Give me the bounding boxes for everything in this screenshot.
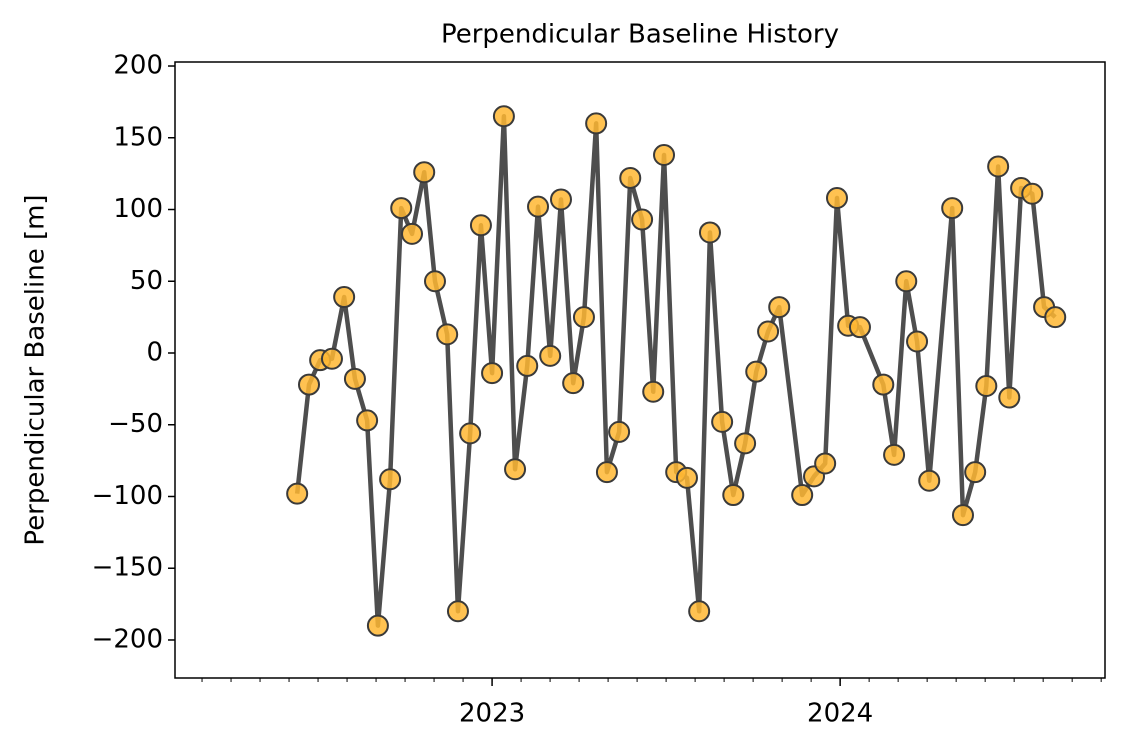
data-point (401, 222, 424, 245)
data-point (964, 461, 987, 484)
y-tick-label: 200 (113, 51, 163, 81)
y-tick-label: −150 (92, 553, 163, 583)
data-point (883, 443, 906, 466)
data-point (469, 214, 492, 237)
data-point (286, 482, 309, 505)
y-tick-label: 0 (146, 337, 163, 367)
x-tick-label: 2023 (459, 699, 525, 729)
y-axis-label: Perpendicular Baseline [m] (21, 194, 51, 545)
data-point (675, 466, 698, 489)
data-point (516, 354, 539, 377)
data-point (653, 143, 676, 166)
data-point (768, 296, 791, 319)
data-point (572, 306, 595, 329)
data-point (1044, 306, 1067, 329)
data-point (333, 286, 356, 309)
data-point (549, 188, 572, 211)
data-point (492, 105, 515, 128)
data-point (608, 420, 631, 443)
data-point (298, 373, 321, 396)
data-point (987, 155, 1010, 178)
data-point (872, 373, 895, 396)
data-point (356, 409, 379, 432)
data-point (504, 458, 527, 481)
data-point (446, 600, 469, 623)
data-point (998, 386, 1021, 409)
plot-frame (174, 61, 1106, 679)
y-tick-label: 50 (130, 266, 163, 296)
y-tick-label: −200 (92, 624, 163, 654)
data-point (688, 600, 711, 623)
data-point (698, 221, 721, 244)
y-tick-label: 150 (113, 122, 163, 152)
data-point (814, 452, 837, 475)
data-point (423, 270, 446, 293)
y-tick-label: −50 (108, 409, 163, 439)
data-point (343, 367, 366, 390)
data-point (722, 484, 745, 507)
data-point (539, 344, 562, 367)
data-point (527, 195, 550, 218)
data-point (619, 166, 642, 189)
data-point (585, 112, 608, 135)
data-point (390, 197, 413, 220)
data-point (757, 320, 780, 343)
data-point (631, 208, 654, 231)
data-point (379, 468, 402, 491)
data-point (745, 360, 768, 383)
x-tick-label: 2024 (807, 699, 873, 729)
data-point (895, 270, 918, 293)
chart-title: Perpendicular Baseline History (441, 20, 839, 50)
y-tick-label: 100 (113, 194, 163, 224)
data-point (413, 161, 436, 184)
data-point (1021, 182, 1044, 205)
data-point (711, 410, 734, 433)
data-point (941, 197, 964, 220)
data-point (975, 374, 998, 397)
data-point (825, 187, 848, 210)
data-point (481, 362, 504, 385)
data-point (562, 372, 585, 395)
data-line (294, 113, 1057, 628)
data-point (951, 504, 974, 527)
data-point (436, 323, 459, 346)
data-point (459, 422, 482, 445)
data-point (791, 484, 814, 507)
data-point (734, 432, 757, 455)
data-point (642, 380, 665, 403)
data-point (906, 330, 929, 353)
data-point (595, 461, 618, 484)
data-point (366, 614, 389, 637)
data-point (918, 469, 941, 492)
data-point (848, 316, 871, 339)
data-point (320, 347, 343, 370)
y-tick-label: −100 (92, 481, 163, 511)
